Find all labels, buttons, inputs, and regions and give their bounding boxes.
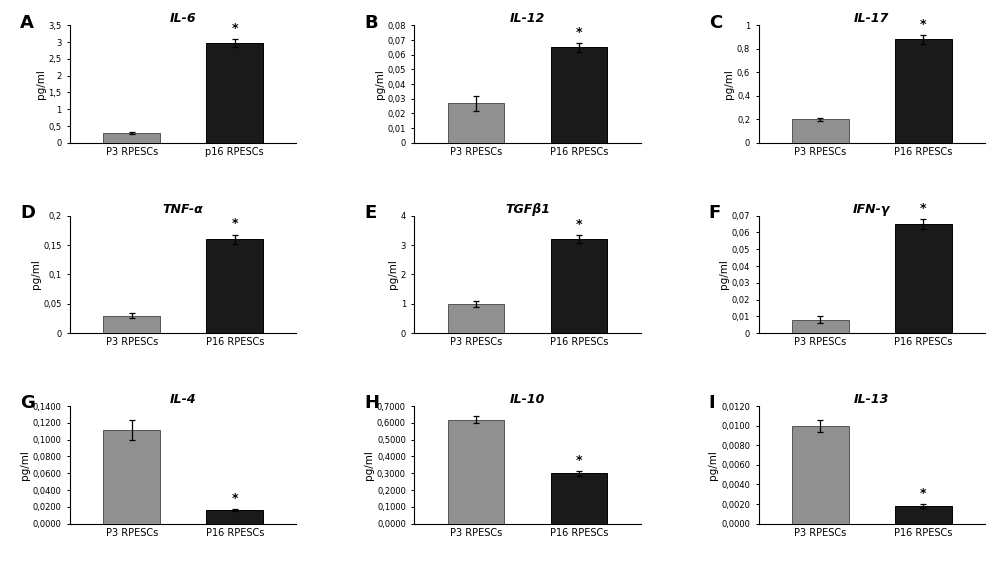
Title: TGFβ1: TGFβ1 [505,203,550,216]
Y-axis label: pg/ml: pg/ml [20,450,30,480]
Title: IL-10: IL-10 [510,393,545,406]
Bar [103,316,160,333]
Y-axis label: pg/ml: pg/ml [364,450,374,480]
Y-axis label: pg/ml: pg/ml [31,260,41,289]
Text: *: * [576,26,582,39]
Y-axis label: pg/ml: pg/ml [388,260,398,289]
Bar [103,133,160,143]
Title: IL-12: IL-12 [510,12,545,25]
Title: IL-17: IL-17 [854,12,889,25]
Bar [792,320,849,333]
Text: G: G [20,394,35,412]
Text: *: * [920,18,926,31]
Y-axis label: pg/ml: pg/ml [719,260,729,289]
Text: A: A [20,14,34,32]
Bar [895,506,952,524]
Bar [448,304,504,333]
Title: IL-4: IL-4 [170,393,197,406]
Bar [103,430,160,524]
Text: B: B [364,14,378,32]
Text: C: C [709,14,722,32]
Text: *: * [576,454,582,467]
Y-axis label: pg/ml: pg/ml [724,69,734,99]
Text: H: H [364,394,379,412]
Bar [551,239,607,333]
Title: IL-13: IL-13 [854,393,889,406]
Text: *: * [231,492,238,505]
Bar [206,239,263,333]
Bar [895,39,952,143]
Bar [206,43,263,143]
Bar [551,473,607,524]
Bar [448,419,504,524]
Bar [792,426,849,524]
Title: IFN-γ: IFN-γ [853,203,890,216]
Y-axis label: pg/ml: pg/ml [375,69,385,99]
Title: IL-6: IL-6 [170,12,197,25]
Text: *: * [576,218,582,231]
Y-axis label: pg/ml: pg/ml [36,69,46,99]
Text: *: * [920,202,926,215]
Text: *: * [231,217,238,230]
Bar [448,103,504,143]
Text: E: E [364,204,377,222]
Text: F: F [709,204,721,222]
Bar [551,47,607,143]
Text: *: * [231,21,238,35]
Title: TNF-α: TNF-α [163,203,204,216]
Bar [792,119,849,143]
Text: I: I [709,394,715,412]
Text: D: D [20,204,35,222]
Text: *: * [920,487,926,500]
Bar [895,224,952,333]
Bar [206,510,263,524]
Y-axis label: pg/ml: pg/ml [708,450,718,480]
